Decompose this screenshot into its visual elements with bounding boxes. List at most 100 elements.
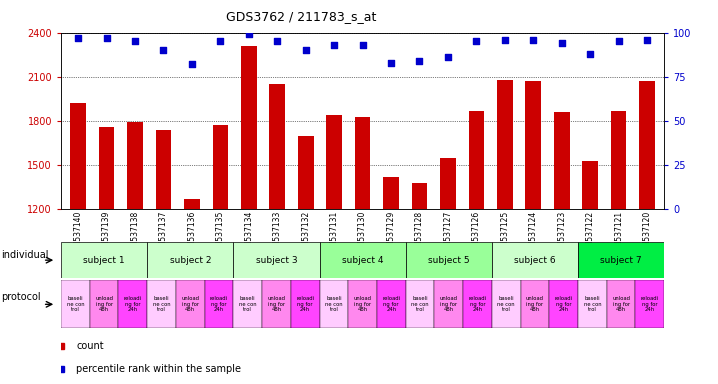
Bar: [205, 280, 233, 328]
Point: [414, 58, 425, 64]
Bar: [147, 242, 233, 278]
Text: individual: individual: [1, 250, 49, 260]
Text: subject 4: subject 4: [342, 256, 383, 265]
Point: [442, 54, 454, 60]
Text: GSM537121: GSM537121: [614, 211, 623, 257]
Point: [528, 36, 539, 43]
Text: subject 3: subject 3: [256, 256, 297, 265]
Text: percentile rank within the sample: percentile rank within the sample: [76, 364, 241, 374]
Bar: [118, 280, 147, 328]
Bar: [298, 136, 314, 209]
Text: count: count: [76, 341, 103, 351]
Text: baseli
ne con
trol: baseli ne con trol: [325, 296, 342, 312]
Text: GSM537133: GSM537133: [273, 211, 281, 257]
Text: GSM537139: GSM537139: [102, 211, 111, 257]
Point: [470, 38, 482, 45]
Bar: [90, 280, 118, 328]
Text: reloadi
ng for
24h: reloadi ng for 24h: [468, 296, 487, 312]
Bar: [61, 280, 90, 328]
Bar: [241, 46, 256, 209]
Text: GDS3762 / 211783_s_at: GDS3762 / 211783_s_at: [226, 10, 377, 23]
Point: [158, 47, 169, 53]
Text: GSM537129: GSM537129: [386, 211, 396, 257]
Point: [641, 36, 653, 43]
Bar: [156, 130, 172, 209]
Text: unload
ing for
48h: unload ing for 48h: [612, 296, 630, 312]
Text: unload
ing for
48h: unload ing for 48h: [267, 296, 286, 312]
Text: unload
ing for
48h: unload ing for 48h: [439, 296, 458, 312]
Bar: [377, 280, 406, 328]
Text: unload
ing for
48h: unload ing for 48h: [353, 296, 372, 312]
Text: reloadi
ng for
24h: reloadi ng for 24h: [382, 296, 401, 312]
Text: baseli
ne con
trol: baseli ne con trol: [498, 296, 515, 312]
Text: baseli
ne con
trol: baseli ne con trol: [153, 296, 170, 312]
Point: [271, 38, 283, 45]
Text: subject 1: subject 1: [83, 256, 125, 265]
Point: [243, 31, 255, 38]
Bar: [184, 199, 200, 209]
Bar: [554, 112, 569, 209]
Bar: [269, 84, 285, 209]
Bar: [355, 117, 370, 209]
Point: [129, 38, 141, 45]
Text: GSM537131: GSM537131: [330, 211, 339, 257]
Text: GSM537132: GSM537132: [301, 211, 310, 257]
Point: [73, 35, 84, 41]
Bar: [320, 280, 348, 328]
Bar: [578, 280, 607, 328]
Text: GSM537136: GSM537136: [187, 211, 197, 257]
Text: GSM537137: GSM537137: [159, 211, 168, 257]
Bar: [611, 111, 626, 209]
Text: reloadi
ng for
24h: reloadi ng for 24h: [210, 296, 228, 312]
Text: reloadi
ng for
24h: reloadi ng for 24h: [296, 296, 314, 312]
Text: GSM537128: GSM537128: [415, 211, 424, 257]
Point: [186, 61, 197, 68]
Bar: [635, 280, 664, 328]
Bar: [348, 280, 377, 328]
Bar: [411, 183, 427, 209]
Bar: [406, 280, 434, 328]
Bar: [492, 242, 578, 278]
Point: [215, 38, 226, 45]
Text: subject 6: subject 6: [514, 256, 556, 265]
Bar: [463, 280, 492, 328]
Bar: [492, 280, 521, 328]
Text: unload
ing for
48h: unload ing for 48h: [526, 296, 544, 312]
Text: GSM537122: GSM537122: [586, 211, 595, 257]
Text: subject 5: subject 5: [428, 256, 470, 265]
Text: GSM537134: GSM537134: [244, 211, 253, 257]
Point: [101, 35, 112, 41]
Bar: [61, 242, 147, 278]
Bar: [233, 280, 262, 328]
Point: [613, 38, 625, 45]
Text: unload
ing for
48h: unload ing for 48h: [181, 296, 200, 312]
Bar: [639, 81, 655, 209]
Text: reloadi
ng for
24h: reloadi ng for 24h: [554, 296, 573, 312]
Bar: [127, 122, 143, 209]
Bar: [320, 242, 406, 278]
Bar: [147, 280, 176, 328]
Point: [357, 42, 368, 48]
Bar: [176, 280, 205, 328]
Point: [300, 47, 312, 53]
Bar: [233, 242, 320, 278]
Text: GSM537130: GSM537130: [358, 211, 367, 257]
Text: GSM537135: GSM537135: [216, 211, 225, 257]
Bar: [213, 125, 228, 209]
Bar: [549, 280, 578, 328]
Text: unload
ing for
48h: unload ing for 48h: [95, 296, 113, 312]
Text: baseli
ne con
trol: baseli ne con trol: [239, 296, 256, 312]
Bar: [70, 103, 86, 209]
Bar: [434, 280, 463, 328]
Point: [328, 42, 340, 48]
Text: GSM537124: GSM537124: [528, 211, 538, 257]
Text: GSM537120: GSM537120: [643, 211, 651, 257]
Bar: [469, 111, 484, 209]
Bar: [607, 280, 635, 328]
Point: [386, 60, 397, 66]
Point: [499, 36, 510, 43]
Bar: [383, 177, 399, 209]
Text: baseli
ne con
trol: baseli ne con trol: [411, 296, 429, 312]
Text: GSM537123: GSM537123: [557, 211, 567, 257]
Bar: [406, 242, 492, 278]
